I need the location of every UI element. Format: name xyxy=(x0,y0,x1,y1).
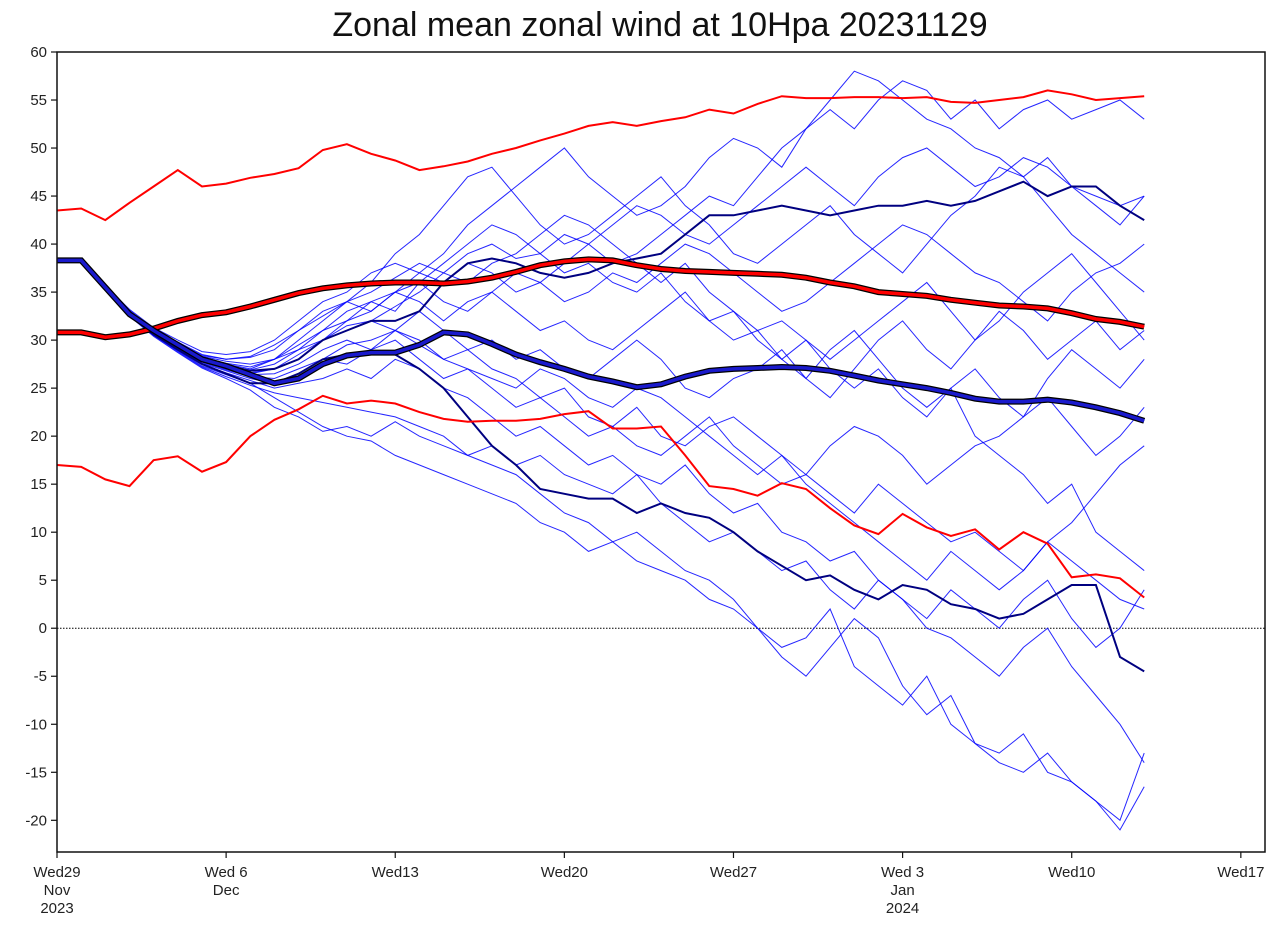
y-tick-label: -5 xyxy=(34,668,47,685)
plot-lines xyxy=(56,70,1265,831)
y-tick-label: 45 xyxy=(30,188,47,205)
ensemble-member-line-5 xyxy=(57,259,1145,763)
y-tick-label: 25 xyxy=(30,380,47,397)
x-tick-label: Wed10 xyxy=(1048,864,1095,881)
x-tick-label: Nov xyxy=(44,882,71,899)
ensemble-member-line-3 xyxy=(57,259,1145,831)
ensemble-member-line-7 xyxy=(57,259,1145,485)
ensemble-mean-line xyxy=(57,258,1145,423)
climatology-min-line xyxy=(56,394,1145,599)
y-tick-label: 15 xyxy=(30,476,47,493)
y-tick-label: -15 xyxy=(25,764,47,781)
ensemble-member-line-16 xyxy=(57,214,1145,370)
ensemble-member-line-15 xyxy=(57,259,1145,591)
y-tick-label: 50 xyxy=(30,140,47,157)
x-tick-label: Wed27 xyxy=(710,864,757,881)
ensemble-member-line-4 xyxy=(57,70,1145,365)
y-tick-label: 30 xyxy=(30,332,47,349)
y-tick-label: 10 xyxy=(30,524,47,541)
ensemble-mean-outline xyxy=(57,257,1146,424)
highlight-member-line-1 xyxy=(57,180,1145,372)
ensemble-member-line-14 xyxy=(57,166,1145,368)
highlight-member-line-2 xyxy=(57,259,1145,673)
y-tick-label: -10 xyxy=(25,716,47,733)
x-tick-label: Wed29 xyxy=(33,864,80,881)
ensemble-member-line-6 xyxy=(57,224,1145,356)
x-tick-label: Wed 6 xyxy=(205,864,248,881)
climatology-mean-outline xyxy=(57,256,1145,341)
y-tick-label: 35 xyxy=(30,284,47,301)
ensemble-member-line-8 xyxy=(57,259,1145,418)
x-tick-label: 2023 xyxy=(40,900,73,917)
climatology-max-line xyxy=(56,89,1145,222)
x-tick-label: Wed 3 xyxy=(881,864,924,881)
y-tick-label: 0 xyxy=(39,620,47,637)
plot-frame xyxy=(56,51,1266,853)
chart-title: Zonal mean zonal wind at 10Hpa 20231129 xyxy=(332,6,987,44)
y-tick-label: 40 xyxy=(30,236,47,253)
x-tick-label: Jan xyxy=(891,882,915,899)
x-tick-label: Dec xyxy=(213,882,240,899)
x-tick-label: Wed13 xyxy=(372,864,419,881)
climatology-mean-line xyxy=(57,257,1145,339)
x-tick-label: Wed17 xyxy=(1217,864,1264,881)
y-tick-label: 60 xyxy=(30,44,47,61)
ensemble-member-line-13 xyxy=(57,259,1145,649)
y-tick-label: 55 xyxy=(30,92,47,109)
x-tick-label: Wed20 xyxy=(541,864,588,881)
ensemble-member-line-1 xyxy=(57,80,1145,360)
y-tick-label: -20 xyxy=(25,812,47,829)
y-tick-label: 5 xyxy=(39,572,47,589)
y-tick-label: 20 xyxy=(30,428,47,445)
x-tick-label: 2024 xyxy=(886,900,919,917)
